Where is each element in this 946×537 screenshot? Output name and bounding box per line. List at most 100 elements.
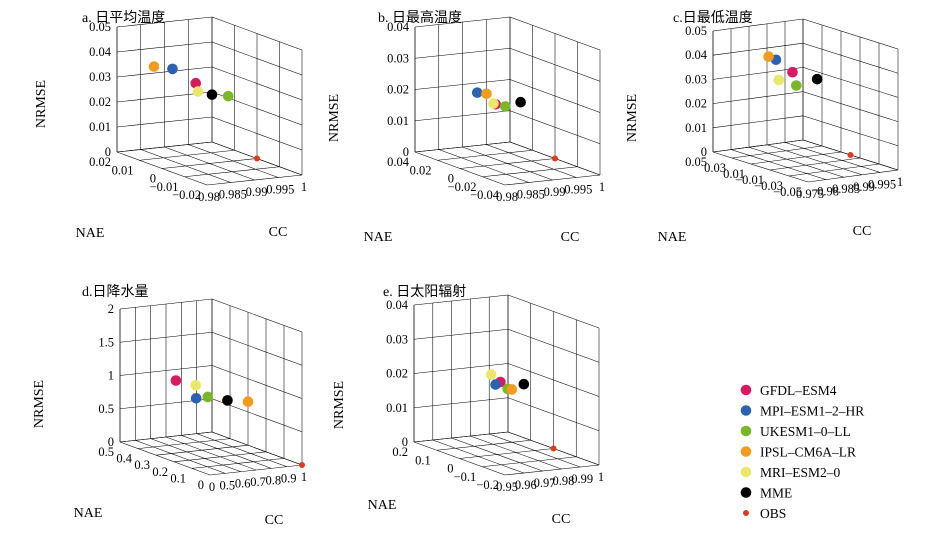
data-point-mri-esm2-0 (190, 380, 201, 391)
side-wall-gridline (802, 115, 899, 147)
floor-gridline (766, 144, 863, 176)
data-point-obs (254, 155, 260, 162)
x-tick-label: 0.98 (552, 474, 574, 488)
z-tick-label: 0 (105, 145, 111, 159)
y-tick-label: −0.02 (448, 180, 477, 194)
floor-gridline (459, 158, 556, 169)
x-tick-label: 0.6 (235, 477, 251, 491)
data-point-ipsl-cm6a-lr (763, 51, 774, 62)
side-wall-gridline (211, 66, 303, 101)
floor-gridline (161, 158, 258, 169)
z-tick-label: 0.04 (685, 48, 708, 62)
y-tick-label: 0.03 (704, 161, 726, 175)
z-tick-label: 0 (701, 145, 707, 159)
grid-lines (413, 294, 600, 476)
z-tick-label: 0.05 (89, 20, 111, 34)
x-axis-label: CC (269, 225, 288, 240)
side-wall-gridline (507, 397, 600, 432)
data-point-gfdl-esm4 (190, 77, 202, 89)
back-wall-gridline (413, 431, 509, 443)
z-tick-label: 0.02 (89, 95, 111, 109)
y-tick-label: 0.02 (410, 163, 432, 177)
side-wall-gridline (211, 298, 303, 333)
back-wall-gridline (119, 365, 213, 376)
side-wall-gridline (802, 18, 899, 50)
data-point-ipsl-cm6a-lr (148, 61, 160, 72)
x-tick-label: 0.98 (198, 190, 220, 204)
panel-title: c.日最低温度 (673, 10, 753, 26)
data-point-mpi-esm1-2-hr (471, 87, 483, 98)
z-tick-label: 0 (108, 435, 114, 449)
data-point-ipsl-cm6a-lr (242, 396, 254, 408)
legend-marker (740, 466, 752, 478)
x-tick-label: 0.98 (817, 185, 839, 199)
z-tick-label: 0.02 (386, 367, 408, 381)
data-point-mme (515, 96, 526, 108)
x-tick-label: 1 (301, 470, 307, 484)
side-wall-gridline (211, 16, 303, 51)
side-wall-gridline (509, 47, 601, 82)
data-point-obs (550, 445, 557, 452)
floor-gridline (191, 458, 285, 469)
z-tick-label: 0.05 (685, 24, 707, 38)
x-tick-label: 0.95 (496, 480, 518, 494)
back-wall-gridline (414, 16, 511, 28)
side-wall-gridline (211, 331, 303, 366)
z-tick-label: 0.01 (387, 114, 409, 128)
back-wall-gridline (119, 331, 213, 343)
y-tick-label: 0 (448, 172, 454, 186)
x-tick-label: 0.99 (246, 185, 268, 199)
back-wall-gridline (119, 298, 213, 310)
y-tick-label: 0.02 (89, 155, 111, 169)
back-wall-gridline (712, 18, 804, 32)
back-wall-gridline (414, 110, 511, 122)
x-tick-label: 1 (598, 470, 604, 484)
x-tick-label: 0.985 (219, 188, 247, 202)
panel-title: d.日降水量 (82, 284, 149, 300)
z-tick-label: 1 (108, 369, 114, 383)
x-tick-label: 0.99 (544, 185, 566, 199)
back-wall-gridline (413, 397, 509, 409)
floor-gridline (712, 151, 809, 183)
chart-panel-e: 00.010.020.030.04−0.2−0.100.10.20.950.96… (332, 284, 604, 527)
floor-gridline (165, 436, 257, 471)
legend-marker (740, 384, 752, 396)
y-tick-label: 0 (447, 462, 453, 476)
x-tick-label: 0.99 (853, 180, 875, 194)
z-tick-label: 2 (108, 302, 114, 316)
y-tick-label: 0 (150, 172, 156, 186)
floor-gridline (209, 464, 303, 476)
data-point-ipsl-cm6a-lr (506, 384, 518, 395)
y-axis-label: NAE (368, 498, 397, 513)
panel-title: e. 日太阳辐射 (383, 284, 466, 300)
floor-gridline (788, 163, 880, 177)
z-tick-label: 0.03 (685, 72, 707, 86)
y-tick-label: 0.4 (116, 452, 132, 466)
y-tick-label: −0.02 (172, 188, 201, 202)
x-tick-label: 0.9 (281, 472, 297, 486)
x-tick-label: 1 (301, 180, 307, 194)
y-tick-label: 0.01 (723, 167, 745, 181)
y-tick-label: 0 (198, 478, 204, 492)
back-wall-gridline (712, 42, 804, 56)
z-tick-label: 0.02 (387, 83, 409, 97)
y-tick-label: −0.04 (470, 188, 500, 202)
side-wall-gridline (507, 294, 600, 329)
floor-gridline (807, 169, 899, 183)
data-point-mpi-esm1-2-hr (167, 63, 178, 75)
data-point-ukesm1-0-ll (202, 391, 214, 403)
floor-gridline (482, 166, 578, 178)
z-axis-label: NRMSE (32, 380, 47, 428)
back-wall-gridline (712, 91, 804, 104)
y-tick-label: 0.2 (392, 445, 408, 459)
x-axis-label: CC (552, 512, 571, 527)
floor-gridline (748, 146, 845, 178)
z-axis-label: NRMSE (332, 381, 347, 429)
y-tick-label: −0.01 (735, 173, 764, 187)
panel-title: b. 日最高温度 (378, 9, 462, 26)
side-wall-gridline (211, 41, 303, 76)
x-tick-label: 0.985 (517, 188, 545, 202)
floor-gridline (181, 435, 272, 469)
y-axis-label: NAE (76, 226, 105, 241)
legend-label: GFDL–ESM4 (760, 383, 837, 398)
